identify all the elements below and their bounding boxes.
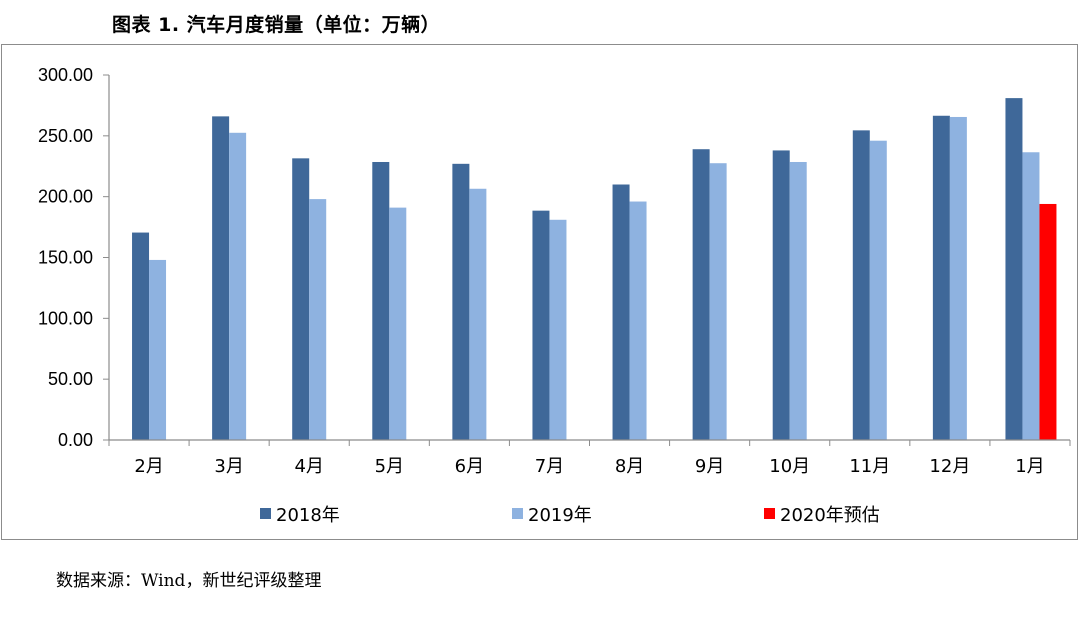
x-tick-label: 5月 bbox=[375, 456, 404, 477]
bar-3 bbox=[1039, 203, 1057, 440]
y-tick-label: 150.00 bbox=[38, 248, 93, 268]
bar-1 bbox=[212, 116, 230, 440]
legend-label: 2018年 bbox=[276, 505, 340, 526]
bar-chart: 0.00 50.00 100.00 150.00 200.00 250.00 300.00 2… bbox=[38, 65, 1071, 526]
bar-1 bbox=[132, 232, 150, 440]
bar-1 bbox=[1005, 98, 1023, 440]
bar-1 bbox=[612, 184, 630, 440]
x-tick-label: 12月 bbox=[929, 456, 970, 477]
y-tick-label: 0.00 bbox=[58, 430, 93, 450]
bar-2 bbox=[709, 163, 727, 440]
x-tick-label: 4月 bbox=[294, 456, 323, 477]
x-tick-label: 9月 bbox=[695, 456, 724, 477]
x-tick-label: 7月 bbox=[535, 456, 564, 477]
legend-swatch bbox=[512, 508, 523, 519]
y-tick-label: 250.00 bbox=[38, 126, 93, 146]
x-tick-label: 11月 bbox=[849, 456, 890, 477]
y-tick-label: 50.00 bbox=[48, 369, 93, 389]
legend-label: 2019年 bbox=[528, 505, 592, 526]
x-tick-label: 1月 bbox=[1015, 456, 1044, 477]
bar-1 bbox=[372, 161, 390, 440]
bar-1 bbox=[532, 210, 550, 440]
bar-1 bbox=[772, 150, 790, 440]
chart-frame: 0.00 50.00 100.00 150.00 200.00 250.00 300.00 2… bbox=[1, 44, 1078, 540]
y-tick-label: 300.00 bbox=[38, 65, 93, 85]
legend-swatch bbox=[260, 508, 271, 519]
bar-2 bbox=[549, 219, 567, 440]
figure-title: 图表 1. 汽车月度销量（单位：万辆） bbox=[112, 14, 441, 36]
bar-2 bbox=[149, 259, 167, 440]
bar-2 bbox=[309, 199, 327, 440]
bar-2 bbox=[629, 201, 647, 440]
bar-2 bbox=[949, 116, 967, 440]
source-note: 数据来源：Wind，新世纪评级整理 bbox=[56, 571, 322, 591]
x-tick-label: 2月 bbox=[134, 456, 163, 477]
x-tick-label: 8月 bbox=[615, 456, 644, 477]
bar-1 bbox=[692, 149, 710, 440]
bar-1 bbox=[852, 130, 870, 440]
y-tick-label: 100.00 bbox=[38, 308, 93, 328]
bar-2 bbox=[389, 207, 407, 440]
bar-2 bbox=[1022, 152, 1040, 440]
bar-1 bbox=[292, 158, 310, 440]
bar-2 bbox=[229, 132, 247, 440]
x-tick-label: 3月 bbox=[214, 456, 243, 477]
bar-2 bbox=[469, 188, 487, 440]
bar-2 bbox=[869, 140, 887, 440]
x-tick-label: 6月 bbox=[455, 456, 484, 477]
x-tick-label: 10月 bbox=[769, 456, 810, 477]
bar-1 bbox=[452, 163, 470, 441]
bar-1 bbox=[932, 115, 950, 440]
bar-2 bbox=[789, 161, 807, 440]
y-tick-label: 200.00 bbox=[38, 187, 93, 207]
legend-label: 2020年预估 bbox=[780, 505, 880, 526]
legend-swatch bbox=[764, 508, 775, 519]
